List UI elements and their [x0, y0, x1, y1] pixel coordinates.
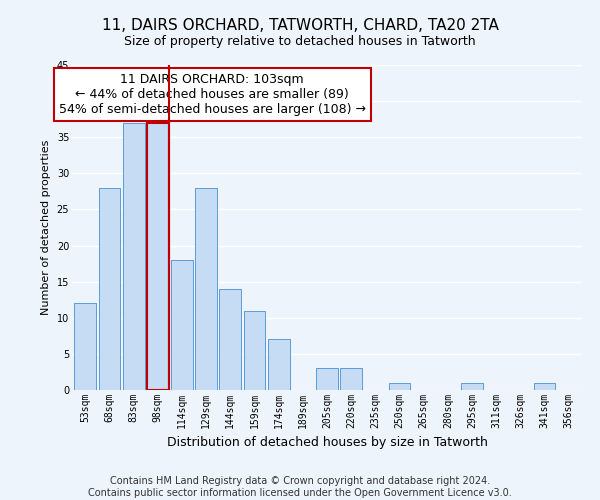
- Bar: [533, 383, 556, 390]
- Bar: [461, 383, 483, 390]
- Bar: [123, 123, 145, 390]
- Bar: [220, 289, 241, 390]
- Bar: [74, 304, 96, 390]
- Bar: [98, 188, 121, 390]
- Bar: [244, 310, 265, 390]
- Bar: [147, 123, 169, 390]
- Text: Contains HM Land Registry data © Crown copyright and database right 2024.
Contai: Contains HM Land Registry data © Crown c…: [88, 476, 512, 498]
- Bar: [171, 260, 193, 390]
- Bar: [195, 188, 217, 390]
- Bar: [389, 383, 410, 390]
- Text: Size of property relative to detached houses in Tatworth: Size of property relative to detached ho…: [124, 35, 476, 48]
- Text: 11, DAIRS ORCHARD, TATWORTH, CHARD, TA20 2TA: 11, DAIRS ORCHARD, TATWORTH, CHARD, TA20…: [101, 18, 499, 32]
- X-axis label: Distribution of detached houses by size in Tatworth: Distribution of detached houses by size …: [167, 436, 487, 450]
- Bar: [340, 368, 362, 390]
- Text: 11 DAIRS ORCHARD: 103sqm
← 44% of detached houses are smaller (89)
54% of semi-d: 11 DAIRS ORCHARD: 103sqm ← 44% of detach…: [59, 73, 366, 116]
- Y-axis label: Number of detached properties: Number of detached properties: [41, 140, 51, 315]
- Bar: [316, 368, 338, 390]
- Bar: [268, 340, 290, 390]
